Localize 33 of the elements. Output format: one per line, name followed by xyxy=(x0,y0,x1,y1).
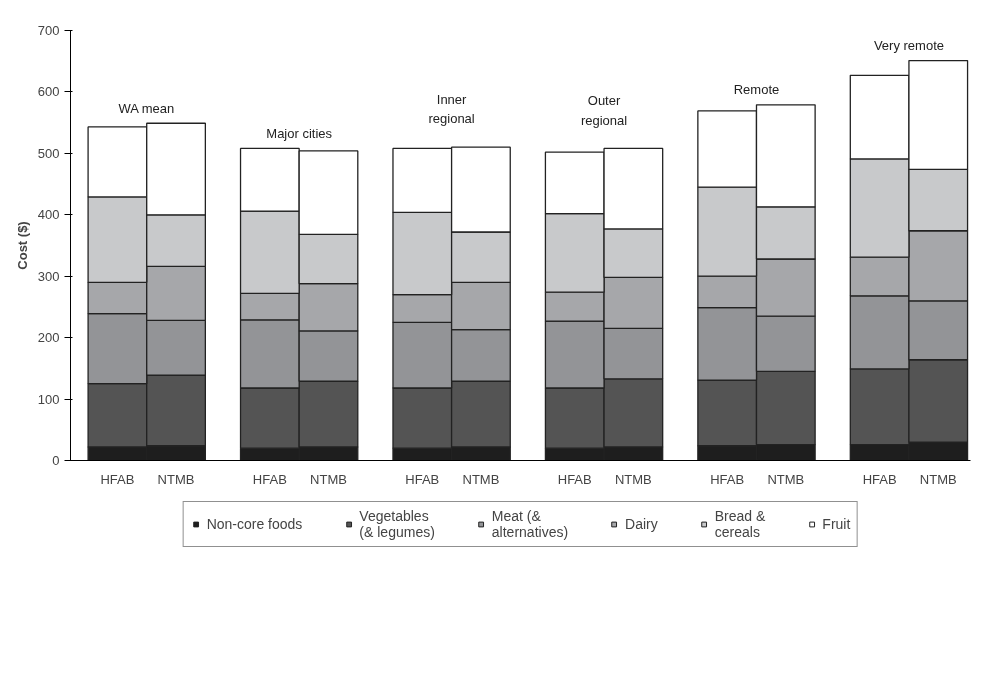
y-tick-label: 100 xyxy=(37,391,60,407)
y-tick-label: 300 xyxy=(37,268,60,284)
y-tick-label: 0 xyxy=(52,453,60,468)
annotation: Remote xyxy=(733,82,780,98)
y-tick-label: 400 xyxy=(37,207,60,223)
x-tick-label: HFAB xyxy=(862,471,897,487)
x-tick-label: NTMB xyxy=(919,471,957,487)
annotation: Very remote xyxy=(873,38,944,54)
annotation: Outer regional xyxy=(580,93,628,128)
annotation: Major cities xyxy=(266,126,333,142)
legend-label: Fruit xyxy=(822,516,851,532)
x-tick-label: NTMB xyxy=(310,471,347,487)
legend-label: Non-core foods xyxy=(206,516,303,532)
y-tick-label: 600 xyxy=(37,84,60,100)
legend-label: Dairy xyxy=(625,516,658,532)
x-tick-label: HFAB xyxy=(100,471,135,487)
legend-label: Bread & cereals xyxy=(714,508,766,540)
annotation: WA mean xyxy=(118,100,175,116)
y-tick-label: 200 xyxy=(37,330,60,346)
y-axis-title: Cost ($) xyxy=(14,221,30,270)
x-tick-label: HFAB xyxy=(557,471,592,487)
y-tick-label: 700 xyxy=(37,23,60,38)
x-tick-label: NTMB xyxy=(614,471,652,487)
y-tick-label: 500 xyxy=(37,145,60,161)
x-tick-label: HFAB xyxy=(405,471,440,487)
x-tick-label: HFAB xyxy=(710,471,745,487)
x-tick-label: NTMB xyxy=(767,471,805,487)
x-tick-label: NTMB xyxy=(462,471,500,487)
annotation: Inner regional xyxy=(428,91,475,127)
x-tick-label: HFAB xyxy=(252,471,287,487)
x-tick-label: NTMB xyxy=(157,471,195,487)
legend-label: Vegetables (& legumes) xyxy=(359,508,435,540)
legend-label: Meat (& alternatives) xyxy=(491,508,569,540)
